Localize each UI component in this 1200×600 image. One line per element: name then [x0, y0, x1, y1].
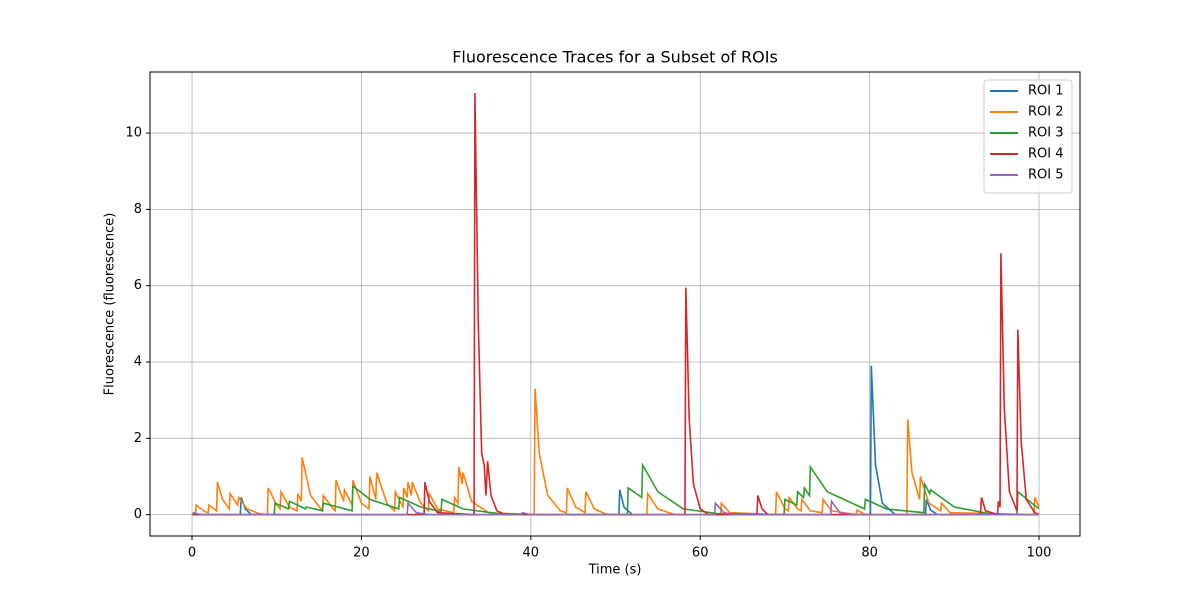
line-series: [192, 462, 1040, 516]
legend-label: ROI 1: [1028, 84, 1064, 99]
legend: ROI 1 ROI 2 ROI 3 ROI 4 ROI 5: [983, 79, 1073, 194]
plot-area: [191, 92, 1040, 516]
y-tick-label: 4: [134, 355, 142, 370]
y-tick-label: 0: [134, 507, 142, 522]
x-tick-label: 100: [1027, 546, 1052, 561]
x-tick-label: 40: [523, 546, 540, 561]
legend-label: ROI 2: [1028, 105, 1064, 120]
y-tick-label: 6: [134, 278, 142, 293]
chart-title: Fluorescence Traces for a Subset of ROIs: [452, 48, 778, 67]
y-tick-label: 8: [134, 202, 142, 217]
x-axis-label: Time (s): [588, 563, 642, 578]
line-series: [191, 499, 1040, 516]
legend-label: ROI 3: [1028, 126, 1064, 141]
y-tick-label: 10: [125, 126, 142, 141]
x-tick-label: 60: [692, 546, 709, 561]
y-tick-label: 2: [134, 431, 142, 446]
line-series: [192, 388, 1040, 516]
y-axis-label: Fluorescence (fluorescence): [103, 213, 118, 396]
line-series: [192, 365, 1040, 516]
x-tick-label: 80: [861, 546, 878, 561]
legend-label: ROI 5: [1028, 168, 1064, 183]
x-tick-label: 20: [353, 546, 370, 561]
plot-frame: [149, 71, 1081, 537]
legend-label: ROI 4: [1028, 147, 1064, 162]
x-tick-label: 0: [188, 546, 196, 561]
legend-box: [983, 79, 1073, 194]
line-series: [192, 92, 1040, 516]
